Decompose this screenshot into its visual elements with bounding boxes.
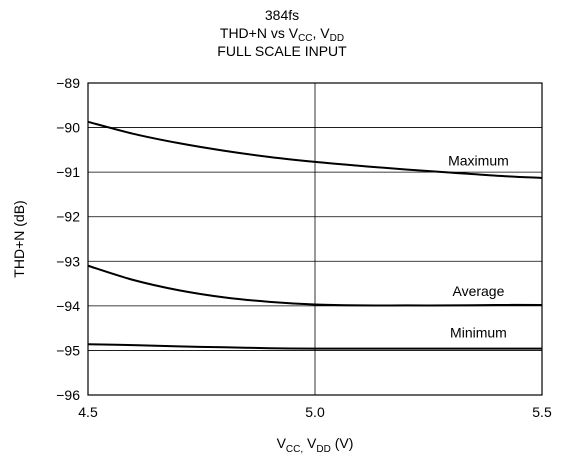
x-tick-label: 5.0 bbox=[305, 404, 325, 420]
series-line-minimum bbox=[87, 343, 542, 350]
title-sub-cc: CC bbox=[298, 33, 313, 44]
xlabel-sub-cc: CC, bbox=[286, 444, 303, 455]
series-line-average bbox=[87, 264, 543, 307]
x-tick-label: 5.5 bbox=[532, 404, 552, 420]
series-label-average: Average bbox=[452, 283, 504, 299]
y-tick-label: −89 bbox=[56, 75, 80, 91]
chart-title-line-1: 384fs bbox=[264, 7, 300, 23]
xlabel-part-b: V bbox=[303, 435, 317, 451]
y-tick-label: −90 bbox=[56, 120, 80, 136]
series-label-maximum: Maximum bbox=[448, 152, 509, 168]
series-label-minimum: Minimum bbox=[450, 325, 507, 341]
y-tick-label: −91 bbox=[56, 164, 80, 180]
series-line-maximum bbox=[87, 120, 543, 179]
title-sub-dd: DD bbox=[329, 33, 345, 44]
y-tick-label: −93 bbox=[56, 253, 80, 269]
y-tick-label: −94 bbox=[56, 298, 80, 314]
y-axis-label: THD+N (dB) bbox=[11, 200, 27, 277]
x-tick-label: 4.5 bbox=[78, 404, 98, 420]
series-layer bbox=[87, 120, 543, 350]
y-tick-label: −95 bbox=[56, 342, 80, 358]
chart-title-line-2: THD+N vs VCC, VDD bbox=[0, 25, 564, 44]
x-axis-label: VCC, VDD (V) bbox=[277, 435, 354, 455]
title-part-a: THD+N vs V bbox=[219, 25, 299, 41]
xlabel-sub-dd: DD bbox=[316, 444, 330, 455]
chart-title-line-3: FULL SCALE INPUT bbox=[217, 43, 347, 59]
title-part-b: , V bbox=[312, 25, 330, 41]
y-tick-label: −96 bbox=[56, 387, 80, 403]
tick-layer: −89 −90 −91 −92 −93 −94 −95 −964.5 5.0 5.5 bbox=[56, 75, 552, 420]
xlabel-part-c: (V) bbox=[331, 435, 354, 451]
xlabel-part-a: V bbox=[277, 435, 287, 451]
y-tick-label: −92 bbox=[56, 209, 80, 225]
label-layer: Maximum Average Minimum bbox=[448, 152, 509, 340]
